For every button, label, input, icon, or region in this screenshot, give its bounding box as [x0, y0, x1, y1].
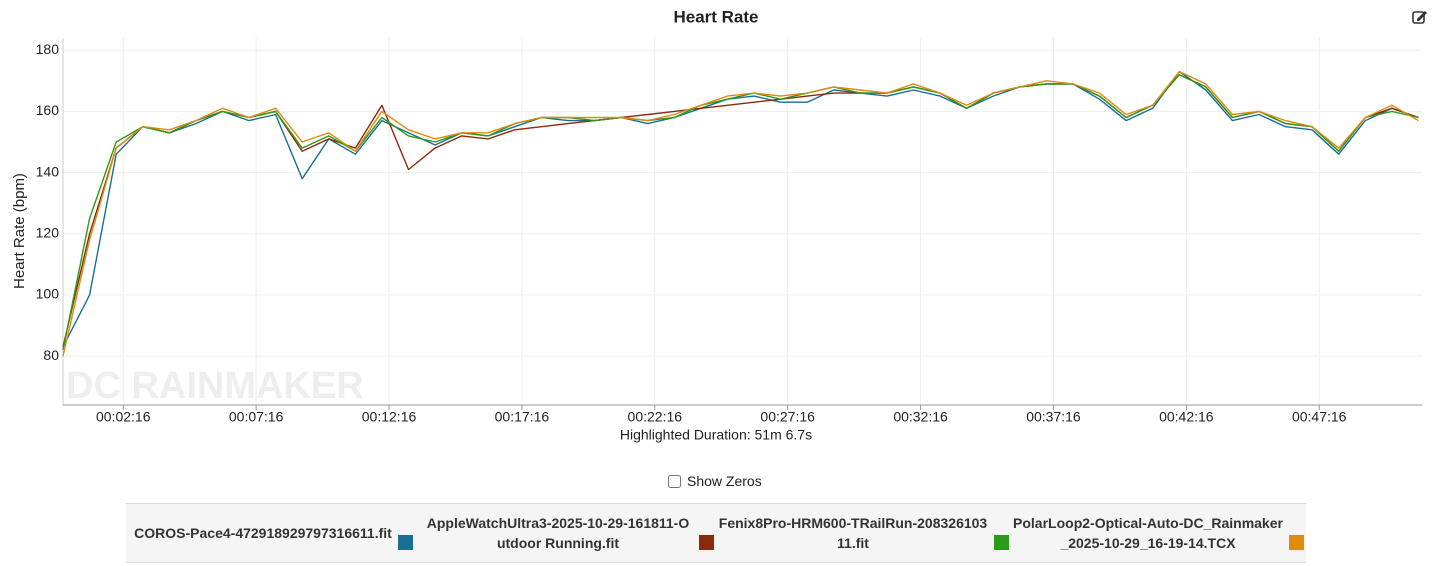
legend-label: COROS-Pace4-472918929797316611.fit [134, 525, 392, 541]
grid [63, 38, 1422, 405]
x-tick-label: 00:37:16 [1026, 409, 1081, 425]
y-tick-label: 80 [43, 347, 59, 363]
y-tick-label: 160 [36, 102, 60, 118]
show-zeros-checkbox[interactable] [668, 474, 681, 488]
y-tick-label: 120 [36, 224, 60, 240]
legend-swatch [1289, 534, 1304, 550]
x-tick-label: 00:02:16 [96, 409, 151, 425]
watermark: DC RAINMAKER [66, 365, 364, 407]
legend-item[interactable]: Fenix8Pro-HRM600-TRailRun-20832610311.fi… [716, 504, 1011, 562]
legend-item[interactable]: AppleWatchUltra3-2025-10-29-161811-Outdo… [421, 504, 716, 562]
x-tick-label: 00:22:16 [628, 409, 683, 425]
x-tick-label: 00:32:16 [893, 409, 948, 425]
x-axis-caption: Highlighted Duration: 51m 6.7s [620, 427, 812, 443]
chart: Heart Rate Heart Rate (bpm) Highlighted … [11, 7, 1427, 443]
chart-title: Heart Rate [673, 7, 758, 26]
legend-item[interactable]: COROS-Pace4-472918929797316611.fit [126, 504, 421, 562]
x-tick-label: 00:17:16 [495, 409, 550, 425]
x-tick-label: 00:42:16 [1159, 409, 1214, 425]
legend-label: AppleWatchUltra3-2025-10-29-161811-Outdo… [426, 515, 690, 551]
show-zeros[interactable]: Show Zeros [668, 473, 762, 489]
series-line [62, 74, 1419, 351]
legend-swatch [994, 534, 1009, 550]
legend-item[interactable]: PolarLoop2-Optical-Auto-DC_Rainmaker_202… [1011, 504, 1306, 562]
legend-label: PolarLoop2-Optical-Auto-DC_Rainmaker_202… [1013, 515, 1283, 551]
y-tick-label: 100 [36, 286, 60, 302]
legend-swatch [699, 534, 714, 550]
legend-label: Fenix8Pro-HRM600-TRailRun-20832610311.fi… [718, 515, 988, 551]
y-tick-label: 180 [36, 41, 60, 57]
x-tick-label: 00:07:16 [229, 409, 284, 425]
legend: COROS-Pace4-472918929797316611.fit AppleW… [126, 503, 1306, 563]
edit-icon[interactable] [1412, 11, 1427, 24]
x-tick-label: 00:12:16 [362, 409, 417, 425]
x-tick-label: 00:27:16 [760, 409, 815, 425]
series-line [62, 74, 1419, 348]
x-tick-label: 00:47:16 [1292, 409, 1347, 425]
legend-swatch [397, 534, 413, 550]
y-tick-label: 140 [36, 163, 60, 179]
series-line [62, 70, 1419, 357]
show-zeros-label: Show Zeros [687, 473, 762, 489]
y-axis-label: Heart Rate (bpm) [11, 173, 28, 289]
